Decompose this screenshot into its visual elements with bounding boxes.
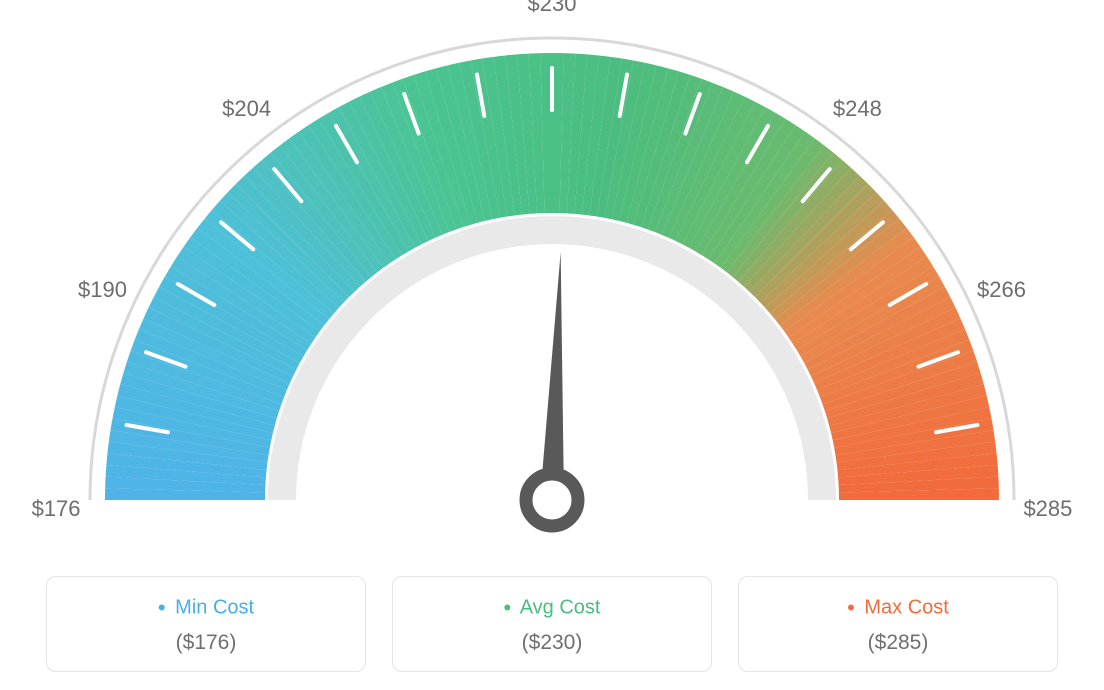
legend-label-avg: • Avg Cost [403, 595, 701, 621]
legend-value-avg: ($230) [403, 631, 701, 655]
legend-label-text: Min Cost [175, 596, 254, 618]
legend-label-min: • Min Cost [57, 595, 355, 621]
legend-label-text: Max Cost [864, 596, 948, 618]
gauge-tick-label: $176 [32, 496, 81, 522]
gauge-tick-label: $204 [222, 96, 271, 122]
legend-card-avg: • Avg Cost ($230) [392, 576, 712, 672]
gauge-tick-label: $285 [1023, 496, 1072, 522]
legend-card-min: • Min Cost ($176) [46, 576, 366, 672]
legend-label-max: • Max Cost [749, 595, 1047, 621]
legend-card-max: • Max Cost ($285) [738, 576, 1058, 672]
bullet-icon: • [504, 595, 512, 620]
gauge-tick-label: $266 [977, 277, 1026, 303]
legend-value-min: ($176) [57, 631, 355, 655]
legend-row: • Min Cost ($176) • Avg Cost ($230) • Ma… [0, 576, 1104, 672]
cost-gauge-chart: $176 $190 $204 $230 $248 $266 $285 • Min Cost … [0, 0, 1104, 690]
bullet-icon: • [158, 595, 166, 620]
bullet-icon: • [847, 595, 855, 620]
legend-label-text: Avg Cost [520, 596, 601, 618]
gauge-tick-label: $190 [78, 277, 127, 303]
gauge-tick-label: $248 [833, 96, 882, 122]
legend-value-max: ($285) [749, 631, 1047, 655]
gauge-svg [0, 0, 1104, 560]
gauge-tick-label: $230 [528, 0, 577, 17]
gauge-area: $176 $190 $204 $230 $248 $266 $285 [0, 0, 1104, 560]
